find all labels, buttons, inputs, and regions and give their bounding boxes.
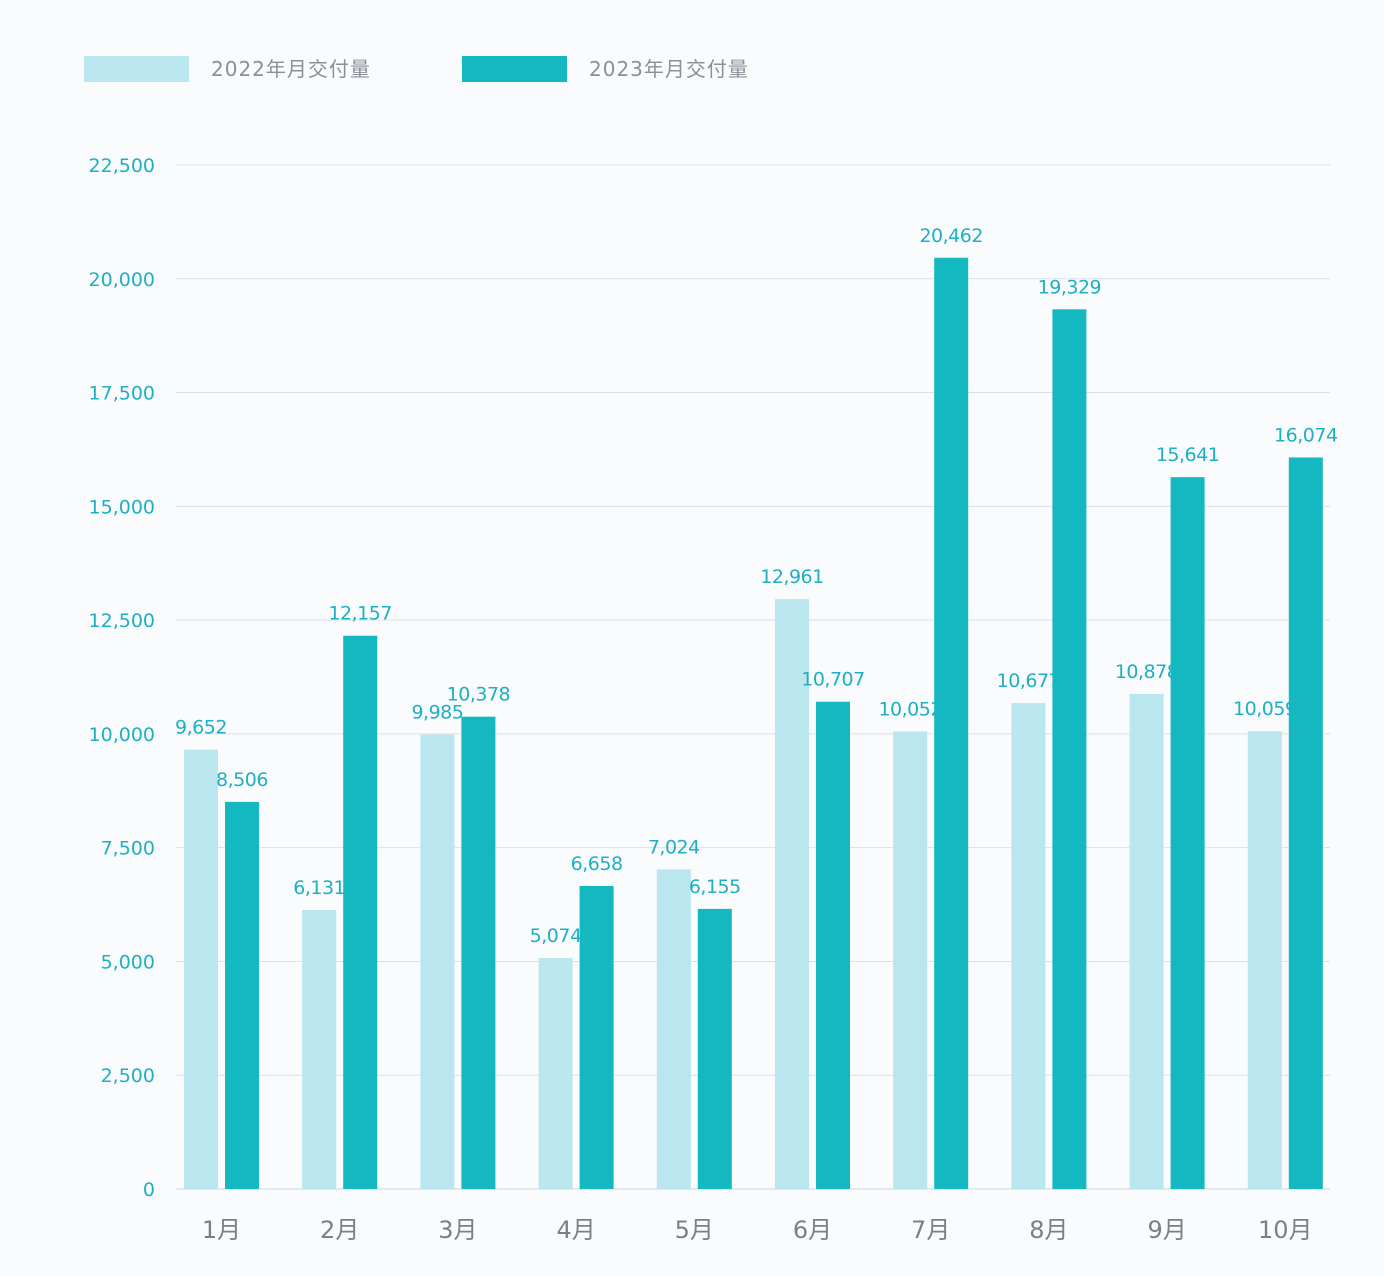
data-label: 10,052 (878, 699, 941, 721)
bar-2023 (816, 701, 850, 1189)
bar-2022 (184, 749, 218, 1189)
bar-2023 (461, 716, 496, 1189)
y-tick-label: 5,000 (101, 951, 155, 973)
x-tick-label: 9月 (1147, 1216, 1186, 1244)
data-label: 8,506 (216, 769, 268, 791)
x-tick-label: 4月 (556, 1216, 595, 1244)
data-label: 5,074 (530, 925, 582, 947)
x-tick-label: 8月 (1029, 1216, 1068, 1244)
x-tick-label: 6月 (793, 1216, 832, 1244)
x-tick-label: 10月 (1258, 1216, 1313, 1244)
bar-2023 (697, 908, 732, 1189)
bar-2022 (1011, 703, 1046, 1189)
data-label: 16,074 (1274, 424, 1338, 446)
data-label: 10,378 (447, 684, 510, 706)
y-tick-label: 12,500 (89, 610, 155, 632)
y-tick-label: 10,000 (89, 724, 155, 746)
y-tick-label: 20,000 (89, 269, 155, 291)
x-tick-label: 3月 (438, 1216, 477, 1244)
y-tick-label: 2,500 (101, 1065, 155, 1087)
data-label: 6,131 (293, 877, 345, 899)
data-label: 15,641 (1156, 444, 1219, 466)
y-tick-label: 0 (143, 1179, 155, 1201)
legend-swatch-2023 (462, 56, 567, 82)
x-tick-label: 2月 (320, 1216, 359, 1244)
bar-2023 (1288, 457, 1323, 1189)
bar-2023 (579, 885, 614, 1189)
bar-2022 (420, 734, 455, 1189)
bar-2022 (893, 731, 928, 1189)
bar-2022 (538, 958, 573, 1189)
bar-2023 (225, 801, 259, 1189)
bar-2022 (1129, 693, 1164, 1189)
bar-2022 (775, 599, 809, 1189)
data-label: 6,155 (689, 876, 741, 898)
bar-2023 (1170, 477, 1205, 1189)
y-tick-label: 15,000 (89, 496, 155, 518)
data-label: 9,652 (175, 717, 227, 739)
bar-2022 (302, 909, 337, 1189)
legend-label-2022: 2022年月交付量 (211, 57, 371, 81)
data-label: 7,024 (648, 836, 700, 858)
y-tick-label: 22,500 (89, 155, 155, 177)
bar-2023 (1052, 309, 1087, 1189)
data-label: 12,961 (760, 566, 823, 588)
data-label: 10,707 (801, 669, 864, 691)
data-label: 6,658 (571, 853, 623, 875)
data-label: 10,059 (1233, 698, 1296, 720)
bar-2022 (1247, 731, 1282, 1189)
data-label: 12,157 (328, 603, 391, 625)
data-label: 10,878 (1115, 661, 1178, 683)
legend-swatch-2022 (84, 56, 189, 82)
bar-2022 (656, 869, 691, 1189)
x-tick-label: 1月 (202, 1216, 241, 1244)
x-tick-label: 5月 (675, 1216, 714, 1244)
bar-2023 (343, 635, 378, 1189)
x-tick-label: 7月 (911, 1216, 950, 1244)
data-label: 20,462 (919, 225, 982, 247)
y-tick-label: 17,500 (89, 383, 155, 405)
bar-2023 (934, 257, 969, 1189)
y-tick-label: 7,500 (101, 838, 155, 860)
data-label: 10,677 (997, 670, 1060, 692)
data-label: 19,329 (1038, 276, 1101, 298)
data-label: 9,985 (411, 702, 463, 724)
legend-label-2023: 2023年月交付量 (589, 57, 749, 81)
